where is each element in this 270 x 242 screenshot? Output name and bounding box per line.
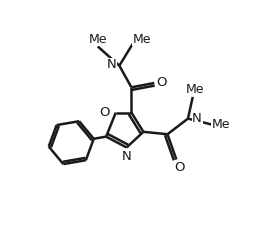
- Text: Me: Me: [212, 118, 230, 131]
- Text: Me: Me: [89, 33, 107, 46]
- Text: Me: Me: [186, 83, 204, 96]
- Text: O: O: [174, 161, 185, 174]
- Text: N: N: [122, 150, 132, 163]
- Text: N: N: [107, 58, 117, 71]
- Text: Me: Me: [133, 33, 151, 46]
- Text: N: N: [192, 112, 202, 125]
- Text: O: O: [100, 106, 110, 119]
- Text: O: O: [156, 76, 167, 89]
